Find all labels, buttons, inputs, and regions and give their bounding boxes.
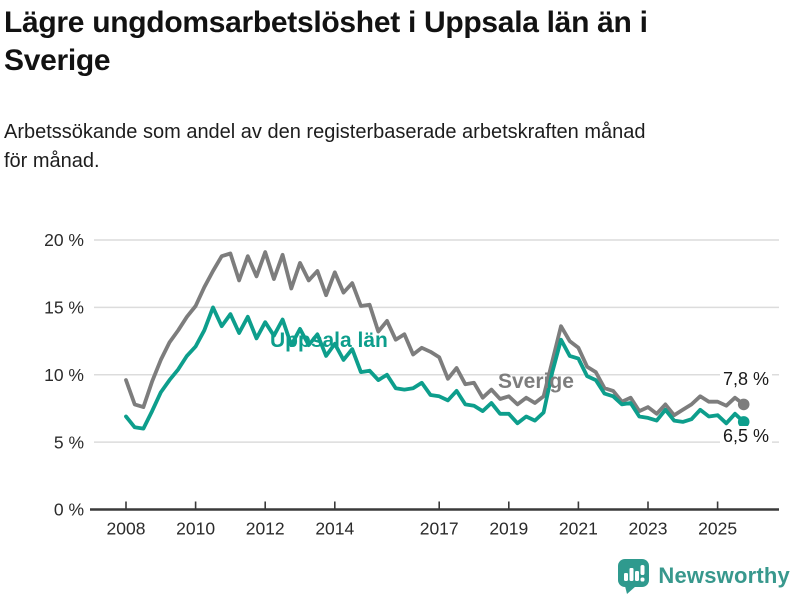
x-tick-label: 2012 (246, 519, 285, 539)
y-tick-label: 15 % (44, 298, 84, 318)
subtitle-line-1: Arbetssökande som andel av den registerb… (4, 121, 646, 143)
brand-footer: Newsworthy (617, 558, 790, 594)
series-end-dot-uppsala-län (737, 416, 750, 428)
uppsala-end-value-label: 6,5 % (720, 426, 773, 447)
x-tick-label: 2019 (489, 519, 528, 539)
series-line-sverige (124, 250, 746, 418)
y-tick-label: 20 % (44, 230, 84, 250)
sverige-series-label: Sverige (498, 370, 574, 393)
y-tick-label: 5 % (54, 432, 84, 452)
newsworthy-logo-icon (618, 559, 650, 594)
x-tick-label: 2017 (420, 519, 459, 539)
x-tick-label: 2014 (315, 519, 354, 539)
series-end-dot-sverige (737, 398, 750, 411)
uppsala-series-label: Uppsala län (270, 329, 388, 352)
y-tick-label: 0 % (54, 500, 84, 520)
x-tick-label: 2010 (176, 519, 215, 539)
x-tick-label: 2021 (559, 519, 598, 539)
x-tick-label: 2025 (698, 519, 737, 539)
brand-name: Newsworthy (658, 563, 790, 588)
sverige-end-value-label: 7,8 % (720, 369, 773, 390)
series-line-uppsala-län (124, 305, 746, 431)
title-line-2: Sverige (4, 44, 111, 77)
chart-subtitle: Arbetssökande som andel av den registerb… (4, 118, 646, 176)
title-line-1: Lägre ungdomsarbetslöshet i Uppsala län … (4, 6, 648, 39)
subtitle-line-2: för månad. (4, 150, 100, 172)
x-tick-label: 2023 (629, 519, 668, 539)
x-tick-label: 2008 (107, 519, 146, 539)
page-title: Lägre ungdomsarbetslöshet i Uppsala län … (4, 4, 648, 80)
y-tick-label: 10 % (44, 365, 84, 385)
